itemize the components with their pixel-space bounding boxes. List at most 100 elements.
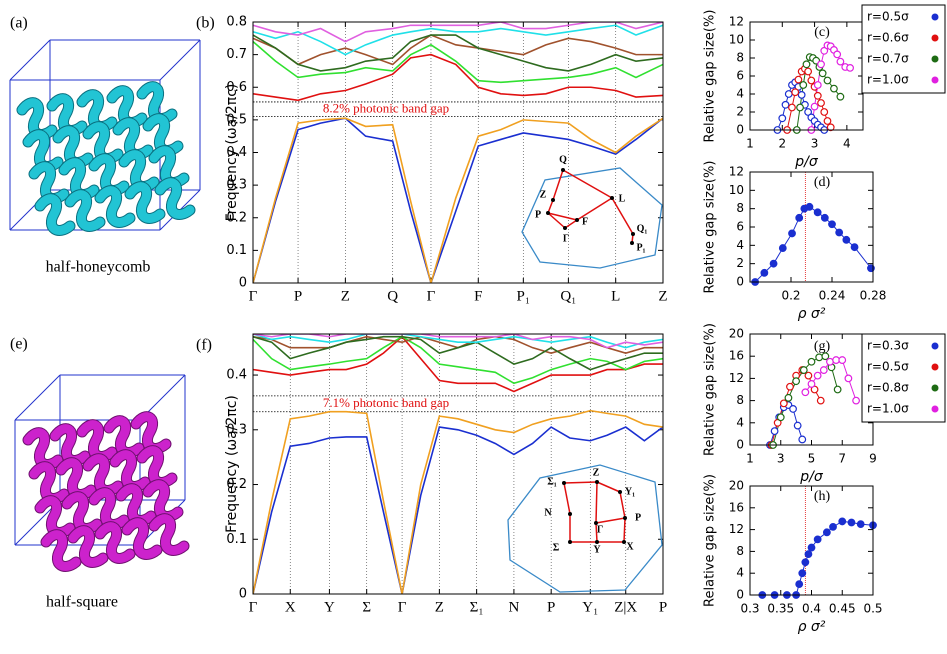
series-line xyxy=(253,34,663,66)
legend-swatch xyxy=(931,363,939,371)
y-tick-label: 4 xyxy=(736,87,744,101)
chart-panel: 00.10.20.30.40.50.60.70.8Γ P Z Q Γ F P₁ Q₁ L Z8.2… xyxy=(196,15,668,305)
data-point xyxy=(833,50,842,59)
tube xyxy=(35,194,75,235)
data-point xyxy=(795,213,804,222)
y-tick-label: 0 xyxy=(239,587,247,602)
x-tick-label: 3 xyxy=(777,452,785,466)
series-line xyxy=(253,335,663,371)
legend-swatch xyxy=(931,13,939,21)
x-tick-label: Γ xyxy=(398,599,407,615)
data-point xyxy=(791,88,800,97)
y-tick-label: 0 xyxy=(239,276,247,291)
y-tick-label: 0.5 xyxy=(226,112,247,127)
y-tick-label: 2 xyxy=(736,256,744,270)
panel-label: (b) xyxy=(196,15,215,32)
x-tick-label: Q₁ xyxy=(560,288,576,304)
data-point xyxy=(788,229,796,238)
tube xyxy=(95,522,135,563)
legend-swatch xyxy=(931,76,939,84)
path-segment xyxy=(595,481,598,524)
y-tick-label: 6 xyxy=(736,220,744,234)
legend-box xyxy=(861,4,946,94)
x-tick-label: Γ xyxy=(249,288,258,304)
y-tick-label: 0.3 xyxy=(226,422,247,437)
brillouin-zone xyxy=(521,167,663,269)
x-tick-label: Z xyxy=(658,288,667,304)
data-point xyxy=(813,535,822,544)
data-point xyxy=(833,385,842,394)
legend-label: r=0.8σ xyxy=(867,381,909,395)
series-line xyxy=(253,334,663,349)
x-tick-label: N xyxy=(508,599,519,615)
data-point xyxy=(799,366,808,374)
x-tick-label: Γ xyxy=(249,599,258,615)
y-tick-label: 0.6 xyxy=(226,80,247,95)
k-point xyxy=(631,232,635,236)
data-point xyxy=(852,396,860,405)
data-point xyxy=(836,57,845,66)
y-axis-label: Relative gap size(%) xyxy=(703,161,718,294)
data-point xyxy=(838,356,847,364)
data-point xyxy=(817,60,825,69)
data-point xyxy=(820,213,829,222)
y-tick-label: 12 xyxy=(729,165,744,179)
series-line xyxy=(253,40,663,84)
data-point xyxy=(797,90,806,99)
x-tick-label: Σ₁ xyxy=(470,599,484,615)
y-tick-label: 0.1 xyxy=(226,532,247,547)
brillouin-zone xyxy=(507,464,663,593)
series-line xyxy=(253,22,663,43)
data-point xyxy=(786,382,794,391)
x-tick-label: Σ xyxy=(362,599,371,615)
data-point xyxy=(807,380,816,388)
data-point xyxy=(788,103,796,112)
series-line xyxy=(253,334,663,349)
data-point xyxy=(844,374,853,383)
y-tick-label: 2 xyxy=(736,105,744,119)
data-point xyxy=(810,102,819,111)
data-point xyxy=(838,517,847,526)
annotation: 7.1% photonic band gap xyxy=(323,395,449,410)
legend-label: r=0.3σ xyxy=(867,339,909,353)
path-segment xyxy=(564,219,578,229)
panel-label: (f) xyxy=(196,337,212,354)
x-tick-label: 0.24 xyxy=(819,289,846,303)
inset-label: Y xyxy=(593,544,601,555)
series-line xyxy=(253,53,663,102)
data-point xyxy=(801,558,810,567)
y-tick-label: 4 xyxy=(736,415,744,429)
data-point xyxy=(760,268,769,277)
data-point xyxy=(798,435,807,444)
x-tick-label: P xyxy=(294,288,302,304)
series-line xyxy=(253,117,663,283)
y-tick-label: 0.1 xyxy=(226,243,247,258)
data-point xyxy=(807,357,816,366)
path-segment xyxy=(611,197,634,235)
y-tick-label: 0.2 xyxy=(226,210,247,225)
x-tick-label: 5 xyxy=(808,452,816,466)
x-tick-label: Z|X xyxy=(614,599,637,615)
x-tick-label: Y₁ xyxy=(582,599,598,615)
y-tick-label: 16 xyxy=(729,500,744,514)
legend-box xyxy=(861,333,946,423)
data-point xyxy=(776,413,785,422)
k-point xyxy=(610,196,614,200)
data-point xyxy=(804,371,813,380)
k-point xyxy=(594,521,598,525)
caption: half-honeycomb xyxy=(46,259,151,276)
data-point xyxy=(850,243,859,252)
data-point xyxy=(826,123,835,132)
legend-swatch xyxy=(931,384,939,392)
y-tick-label: 4 xyxy=(736,566,744,580)
data-point xyxy=(789,405,797,413)
legend-swatch xyxy=(931,405,939,413)
y-tick-label: 8 xyxy=(736,51,744,65)
data-point xyxy=(856,520,865,529)
inset-label: L xyxy=(619,193,626,204)
path-segment xyxy=(563,481,598,484)
tube xyxy=(68,526,108,567)
k-point xyxy=(618,490,622,494)
